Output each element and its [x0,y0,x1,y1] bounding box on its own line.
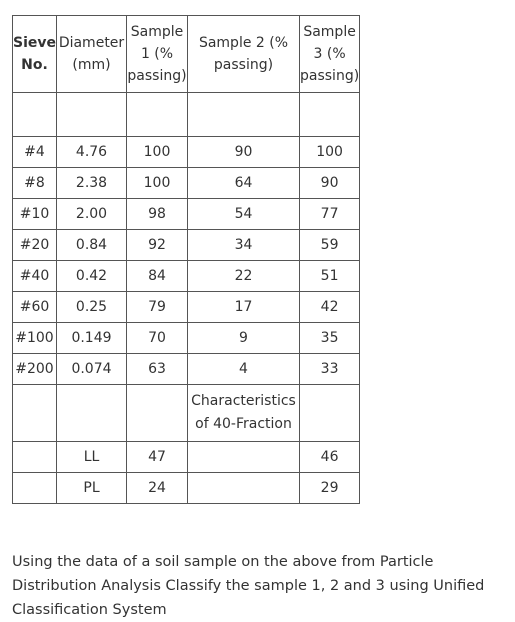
pl-row: PL 24 29 [12,472,361,504]
sample3-cell: 59 [298,229,361,261]
diameter-cell: 0.84 [56,229,127,261]
header-sample2-line1: Sample 2 (% [198,35,289,51]
header-sample2-line2: passing) [213,57,274,73]
header-sample-3: Sample 3 (% passing) [298,15,361,93]
table-row: #200 0.074 63 4 33 [12,353,361,385]
sample1-cell: 98 [126,198,188,230]
header-diameter-line1: Diameter [58,35,125,51]
characteristics-line2: of 40-Fraction [195,416,292,432]
header-sample1-line3: passing) [127,68,187,84]
sample3-cell: 42 [298,291,361,323]
characteristics-label: Characteristics of 40-Fraction [187,384,300,442]
ll-label: LL [56,441,127,473]
table-row: #100 0.149 70 9 35 [12,322,361,354]
header-sieve-line1: Sieve [13,35,56,51]
pl-sample2 [187,472,300,504]
sieve-analysis-table: Sieve No. Diameter (mm) Sample 1 (% pass… [12,15,361,504]
sample3-cell: 51 [298,260,361,292]
header-sample3-line1: Sample [303,24,356,40]
blank-cell [56,384,127,442]
header-diameter-line2: (mm) [72,57,111,73]
sample3-cell: 33 [298,353,361,385]
pl-sample1: 24 [126,472,188,504]
ll-sample2 [187,441,300,473]
diameter-cell: 0.25 [56,291,127,323]
question-text: Using the data of a soil sample on the a… [12,553,485,618]
diameter-cell: 2.00 [56,198,127,230]
blank-cell [187,92,300,137]
blank-cell [298,384,361,442]
table-row: #20 0.84 92 34 59 [12,229,361,261]
blank-cell [126,384,188,442]
header-sample-1: Sample 1 (% passing) [126,15,188,93]
diameter-cell: 2.38 [56,167,127,199]
header-diameter: Diameter (mm) [56,15,127,93]
table-row: #8 2.38 100 64 90 [12,167,361,199]
blank-cell [12,441,57,473]
diameter-cell: 0.074 [56,353,127,385]
diameter-cell: 4.76 [56,136,127,168]
blank-cell [12,92,57,137]
blank-cell [12,384,57,442]
table-row: #60 0.25 79 17 42 [12,291,361,323]
ll-row: LL 47 46 [12,441,361,473]
table-row: #4 4.76 100 90 100 [12,136,361,168]
header-sieve-no: Sieve No. [12,15,57,93]
sample3-cell: 77 [298,198,361,230]
sample1-cell: 70 [126,322,188,354]
sieve-cell: #200 [12,353,57,385]
sample2-cell: 17 [187,291,300,323]
sieve-cell: #40 [12,260,57,292]
diameter-cell: 0.42 [56,260,127,292]
sample2-cell: 64 [187,167,300,199]
table-row: #10 2.00 98 54 77 [12,198,361,230]
sieve-cell: #100 [12,322,57,354]
sample1-cell: 63 [126,353,188,385]
sieve-cell: #60 [12,291,57,323]
header-sample-2: Sample 2 (% passing) [187,15,300,93]
pl-label: PL [56,472,127,504]
header-sample1-line2: 1 (% [140,46,174,62]
blank-cell [126,92,188,137]
header-sieve-line2: No. [21,57,48,73]
ll-sample3: 46 [298,441,361,473]
blank-row [12,92,361,137]
header-sample1-line1: Sample [130,24,184,40]
sample2-cell: 90 [187,136,300,168]
pl-sample3: 29 [298,472,361,504]
sample3-cell: 90 [298,167,361,199]
sample3-cell: 35 [298,322,361,354]
sieve-cell: #4 [12,136,57,168]
sample1-cell: 92 [126,229,188,261]
blank-cell [56,92,127,137]
sieve-cell: #8 [12,167,57,199]
table-row: #40 0.42 84 22 51 [12,260,361,292]
blank-cell [298,92,361,137]
sample1-cell: 79 [126,291,188,323]
sieve-cell: #20 [12,229,57,261]
ll-sample1: 47 [126,441,188,473]
sample2-cell: 34 [187,229,300,261]
characteristics-line1: Characteristics [191,393,296,409]
sample2-cell: 4 [187,353,300,385]
sample1-cell: 100 [126,167,188,199]
sample2-cell: 54 [187,198,300,230]
diameter-cell: 0.149 [56,322,127,354]
sieve-cell: #10 [12,198,57,230]
sample2-cell: 9 [187,322,300,354]
header-sample3-line2: 3 (% [313,46,346,62]
sample2-cell: 22 [187,260,300,292]
sample3-cell: 100 [298,136,361,168]
characteristics-row: Characteristics of 40-Fraction [12,384,361,442]
header-sample3-line3: passing) [300,68,360,84]
sample1-cell: 84 [126,260,188,292]
blank-cell [12,472,57,504]
table-header-row: Sieve No. Diameter (mm) Sample 1 (% pass… [12,15,361,93]
sample1-cell: 100 [126,136,188,168]
